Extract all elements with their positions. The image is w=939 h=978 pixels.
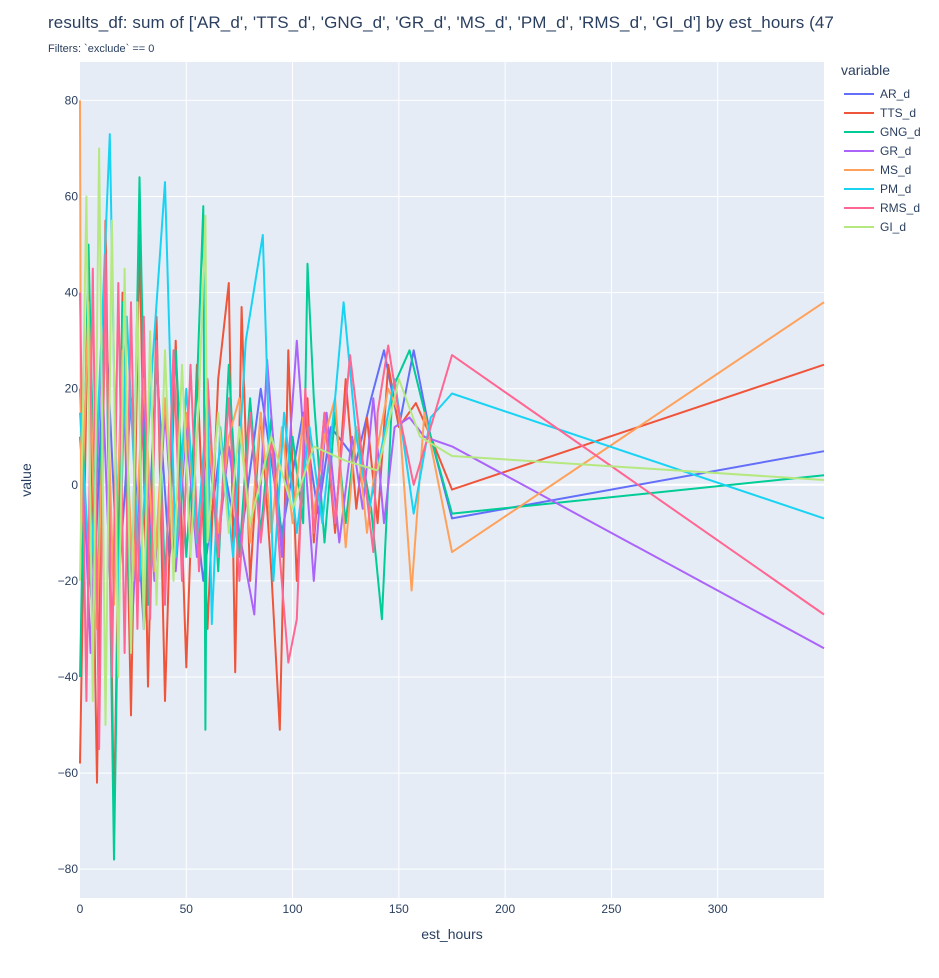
legend-label: GNG_d (880, 124, 921, 139)
legend-swatch (844, 149, 874, 152)
chart-subtitle: Filters: `exclude` == 0 (48, 43, 155, 55)
x-tick-label: 300 (708, 902, 728, 916)
legend-label: AR_d (880, 86, 911, 101)
legend-item-ar-d[interactable]: AR_d (836, 84, 921, 103)
y-tick-label: −60 (58, 766, 79, 780)
x-tick-label: 100 (283, 902, 303, 916)
y-tick-label: −20 (58, 574, 79, 588)
legend-item-gi-d[interactable]: GI_d (836, 217, 921, 236)
x-tick-label: 200 (495, 902, 515, 916)
legend-item-gng-d[interactable]: GNG_d (836, 122, 921, 141)
legend-label: GR_d (880, 143, 912, 158)
y-tick-label: 60 (65, 190, 79, 204)
legend-swatch (844, 206, 874, 209)
legend-label: GI_d (880, 219, 907, 234)
series-lines[interactable] (79, 100, 825, 861)
legend: variable AR_d TTS_d GNG_d GR_d MS_d PM_d RMS_d… (836, 62, 921, 236)
x-tick-label: 150 (389, 902, 409, 916)
legend-swatch (844, 168, 874, 171)
y-tick-label: 20 (65, 382, 79, 396)
legend-item-ms-d[interactable]: MS_d (836, 160, 921, 179)
y-tick-label: −80 (58, 862, 79, 876)
legend-label: TTS_d (880, 105, 917, 120)
legend-swatch (844, 111, 874, 114)
legend-item-gr-d[interactable]: GR_d (836, 141, 921, 160)
y-axis-title: value (18, 463, 34, 497)
x-tick-label: 50 (180, 902, 194, 916)
tick-labels: 0 50 100 150 200 250 300 −80 −60 −40 −20 0 20 40 60 80 (58, 93, 728, 916)
legend-item-pm-d[interactable]: PM_d (836, 179, 921, 198)
legend-label: RMS_d (880, 200, 921, 215)
series-line-gr-d[interactable] (79, 339, 825, 654)
legend-title: variable (841, 62, 891, 78)
x-axis-title: est_hours (421, 926, 482, 942)
legend-items: AR_d TTS_d GNG_d GR_d MS_d PM_d RMS_d GI_d (836, 84, 921, 236)
legend-swatch (844, 92, 874, 95)
y-tick-label: 0 (71, 478, 78, 492)
y-tick-label: 40 (65, 286, 79, 300)
x-tick-label: 0 (77, 902, 84, 916)
y-tick-label: 80 (65, 93, 79, 107)
chart-title: results_df: sum of ['AR_d', 'TTS_d', 'GN… (48, 13, 834, 32)
legend-item-rms-d[interactable]: RMS_d (836, 198, 921, 217)
legend-swatch (844, 225, 874, 228)
y-tick-label: −40 (58, 670, 79, 684)
legend-swatch (844, 130, 874, 133)
legend-item-tts-d[interactable]: TTS_d (836, 103, 921, 122)
legend-label: PM_d (880, 181, 912, 196)
x-tick-label: 250 (601, 902, 621, 916)
legend-swatch (844, 187, 874, 190)
legend-label: MS_d (880, 162, 912, 177)
series-line-gi-d[interactable] (79, 147, 825, 726)
